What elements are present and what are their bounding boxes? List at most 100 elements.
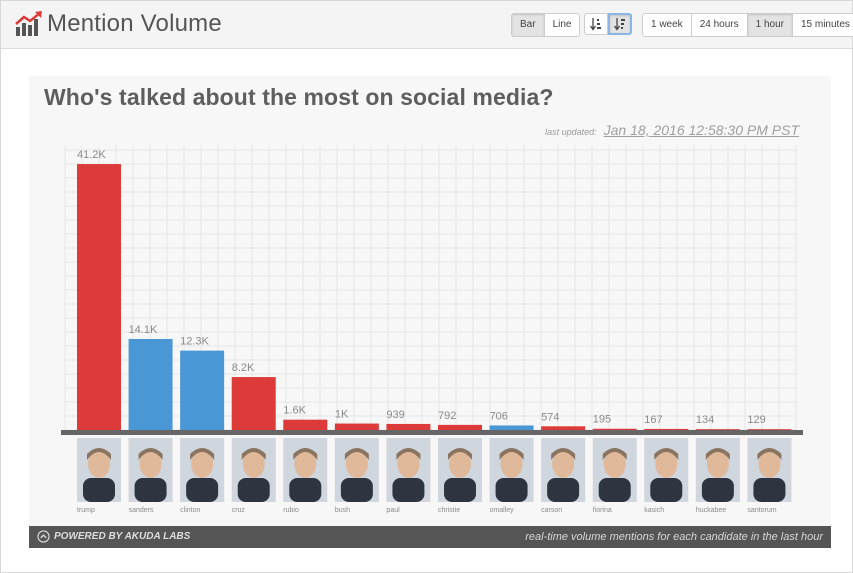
portrait-suit-rubio — [289, 478, 322, 502]
chevron-up-circle-icon — [37, 530, 50, 543]
value-label-santorum: 129 — [747, 414, 765, 426]
value-label-huckabee: 134 — [696, 414, 714, 426]
portrait-face-omalley — [500, 450, 523, 478]
value-label-kasich: 167 — [644, 414, 662, 426]
portrait-hair-christie — [448, 448, 472, 460]
value-label-cruz: 8.2K — [232, 362, 255, 374]
bar-fiorina — [592, 428, 637, 431]
category-label-carson: carson — [541, 507, 562, 514]
chart-panel: 41.2K trump 14.1K sanders 12.3K clinton 8.2K cr… — [29, 76, 831, 548]
bar-bush — [334, 423, 379, 430]
sort-ascending-button[interactable] — [584, 13, 608, 35]
portrait-suit-fiorina — [598, 478, 631, 502]
bar-sanders — [128, 338, 173, 430]
value-label-trump: 41.2K — [77, 149, 106, 161]
portrait-face-carson — [552, 450, 575, 478]
last-updated-label: last updated: — [545, 127, 597, 137]
chart-title: Who's talked about the most on social me… — [44, 84, 554, 110]
chart-type-toggle: Bar Line — [511, 13, 581, 37]
bar-chart-button[interactable]: Bar — [512, 14, 545, 36]
bar-kasich — [644, 428, 689, 431]
portrait-hair-carson — [551, 448, 576, 460]
portrait-suit-bush — [340, 478, 373, 502]
bar-christie — [438, 424, 482, 430]
category-label-kasich: kasich — [644, 507, 664, 514]
portrait-face-trump — [88, 450, 110, 478]
bar-rubio — [283, 419, 328, 430]
powered-by[interactable]: POWERED BY AKUDA LABS — [37, 530, 190, 543]
portrait-face-paul — [397, 450, 420, 478]
header-bar: Mention Volume Bar Line — [1, 1, 853, 49]
bar-chart: 41.2K trump 14.1K sanders 12.3K clinton 8.2K cr… — [61, 146, 803, 514]
portrait-hair-bush — [344, 448, 369, 460]
category-label-trump: trump — [77, 507, 95, 514]
last-updated: last updated: Jan 18, 2016 12:58:30 PM P… — [545, 122, 799, 138]
sort-descending-button[interactable] — [608, 13, 632, 35]
portrait-face-fiorina — [603, 450, 626, 478]
sort-ascending-icon — [590, 18, 601, 31]
portrait-suit-sanders — [134, 478, 167, 502]
sort-descending-icon — [614, 18, 625, 31]
portrait-hair-omalley — [499, 448, 524, 460]
category-label-fiorina: fiorina — [593, 507, 612, 514]
portrait-face-huckabee — [706, 450, 729, 478]
portrait-suit-santorum — [753, 478, 786, 502]
portrait-hair-rubio — [293, 448, 318, 460]
value-label-bush: 1K — [335, 409, 349, 421]
portrait-face-christie — [449, 450, 471, 478]
category-label-clinton: clinton — [180, 507, 200, 514]
bar-trump — [77, 164, 121, 430]
portrait-hair-paul — [396, 448, 421, 460]
range-15-minutes-button[interactable]: 15 minutes — [792, 14, 853, 36]
category-label-bush: bush — [335, 507, 350, 514]
category-label-santorum: santorum — [747, 507, 776, 514]
portrait-face-santorum — [758, 450, 781, 478]
portrait-suit-christie — [444, 478, 476, 502]
line-chart-button[interactable]: Line — [544, 14, 580, 36]
portrait-face-sanders — [139, 450, 162, 478]
bar-omalley — [489, 425, 534, 430]
portrait-hair-santorum — [757, 448, 782, 460]
bar-carson — [541, 426, 586, 430]
value-label-sanders: 14.1K — [129, 324, 158, 336]
portrait-suit-kasich — [650, 478, 683, 502]
range-1-hour-button[interactable]: 1 hour — [747, 14, 793, 36]
portrait-hair-huckabee — [705, 448, 730, 460]
range-1-week-button[interactable]: 1 week — [643, 14, 692, 36]
value-label-fiorina: 195 — [593, 414, 611, 426]
portrait-face-clinton — [191, 450, 214, 478]
value-label-christie: 792 — [438, 410, 456, 422]
portrait-suit-paul — [392, 478, 425, 502]
app-title: Mention Volume — [47, 10, 222, 37]
portrait-hair-kasich — [654, 448, 679, 460]
powered-by-label: POWERED BY AKUDA LABS — [54, 531, 191, 542]
last-updated-value[interactable]: Jan 18, 2016 12:58:30 PM PST — [603, 122, 799, 138]
portrait-hair-fiorina — [602, 448, 627, 460]
category-label-sanders: sanders — [129, 507, 154, 514]
sort-toggle — [584, 13, 632, 37]
value-label-omalley: 706 — [490, 410, 508, 422]
portrait-suit-cruz — [237, 478, 270, 502]
time-range-toggle: 1 week 24 hours 1 hour 15 minutes — [642, 13, 853, 37]
footer-bar: POWERED BY AKUDA LABS real-time volume m… — [29, 526, 831, 548]
value-label-paul: 939 — [386, 409, 404, 421]
portrait-hair-trump — [87, 448, 111, 460]
portrait-face-kasich — [655, 450, 678, 478]
category-label-christie: christie — [438, 507, 460, 514]
value-label-carson: 574 — [541, 411, 559, 423]
category-label-rubio: rubio — [283, 507, 299, 514]
portrait-hair-clinton — [190, 448, 215, 460]
category-label-paul: paul — [386, 507, 400, 514]
category-label-huckabee: huckabee — [696, 507, 726, 514]
range-24-hours-button[interactable]: 24 hours — [691, 14, 748, 36]
bar-clinton — [180, 350, 225, 430]
portrait-face-bush — [345, 450, 368, 478]
portrait-suit-carson — [547, 478, 580, 502]
portrait-hair-sanders — [138, 448, 163, 460]
category-label-cruz: cruz — [232, 507, 246, 514]
portrait-suit-clinton — [186, 478, 219, 502]
x-axis-baseline — [61, 430, 803, 435]
category-label-omalley: omalley — [490, 507, 515, 514]
chart-trend-icon — [15, 11, 42, 36]
